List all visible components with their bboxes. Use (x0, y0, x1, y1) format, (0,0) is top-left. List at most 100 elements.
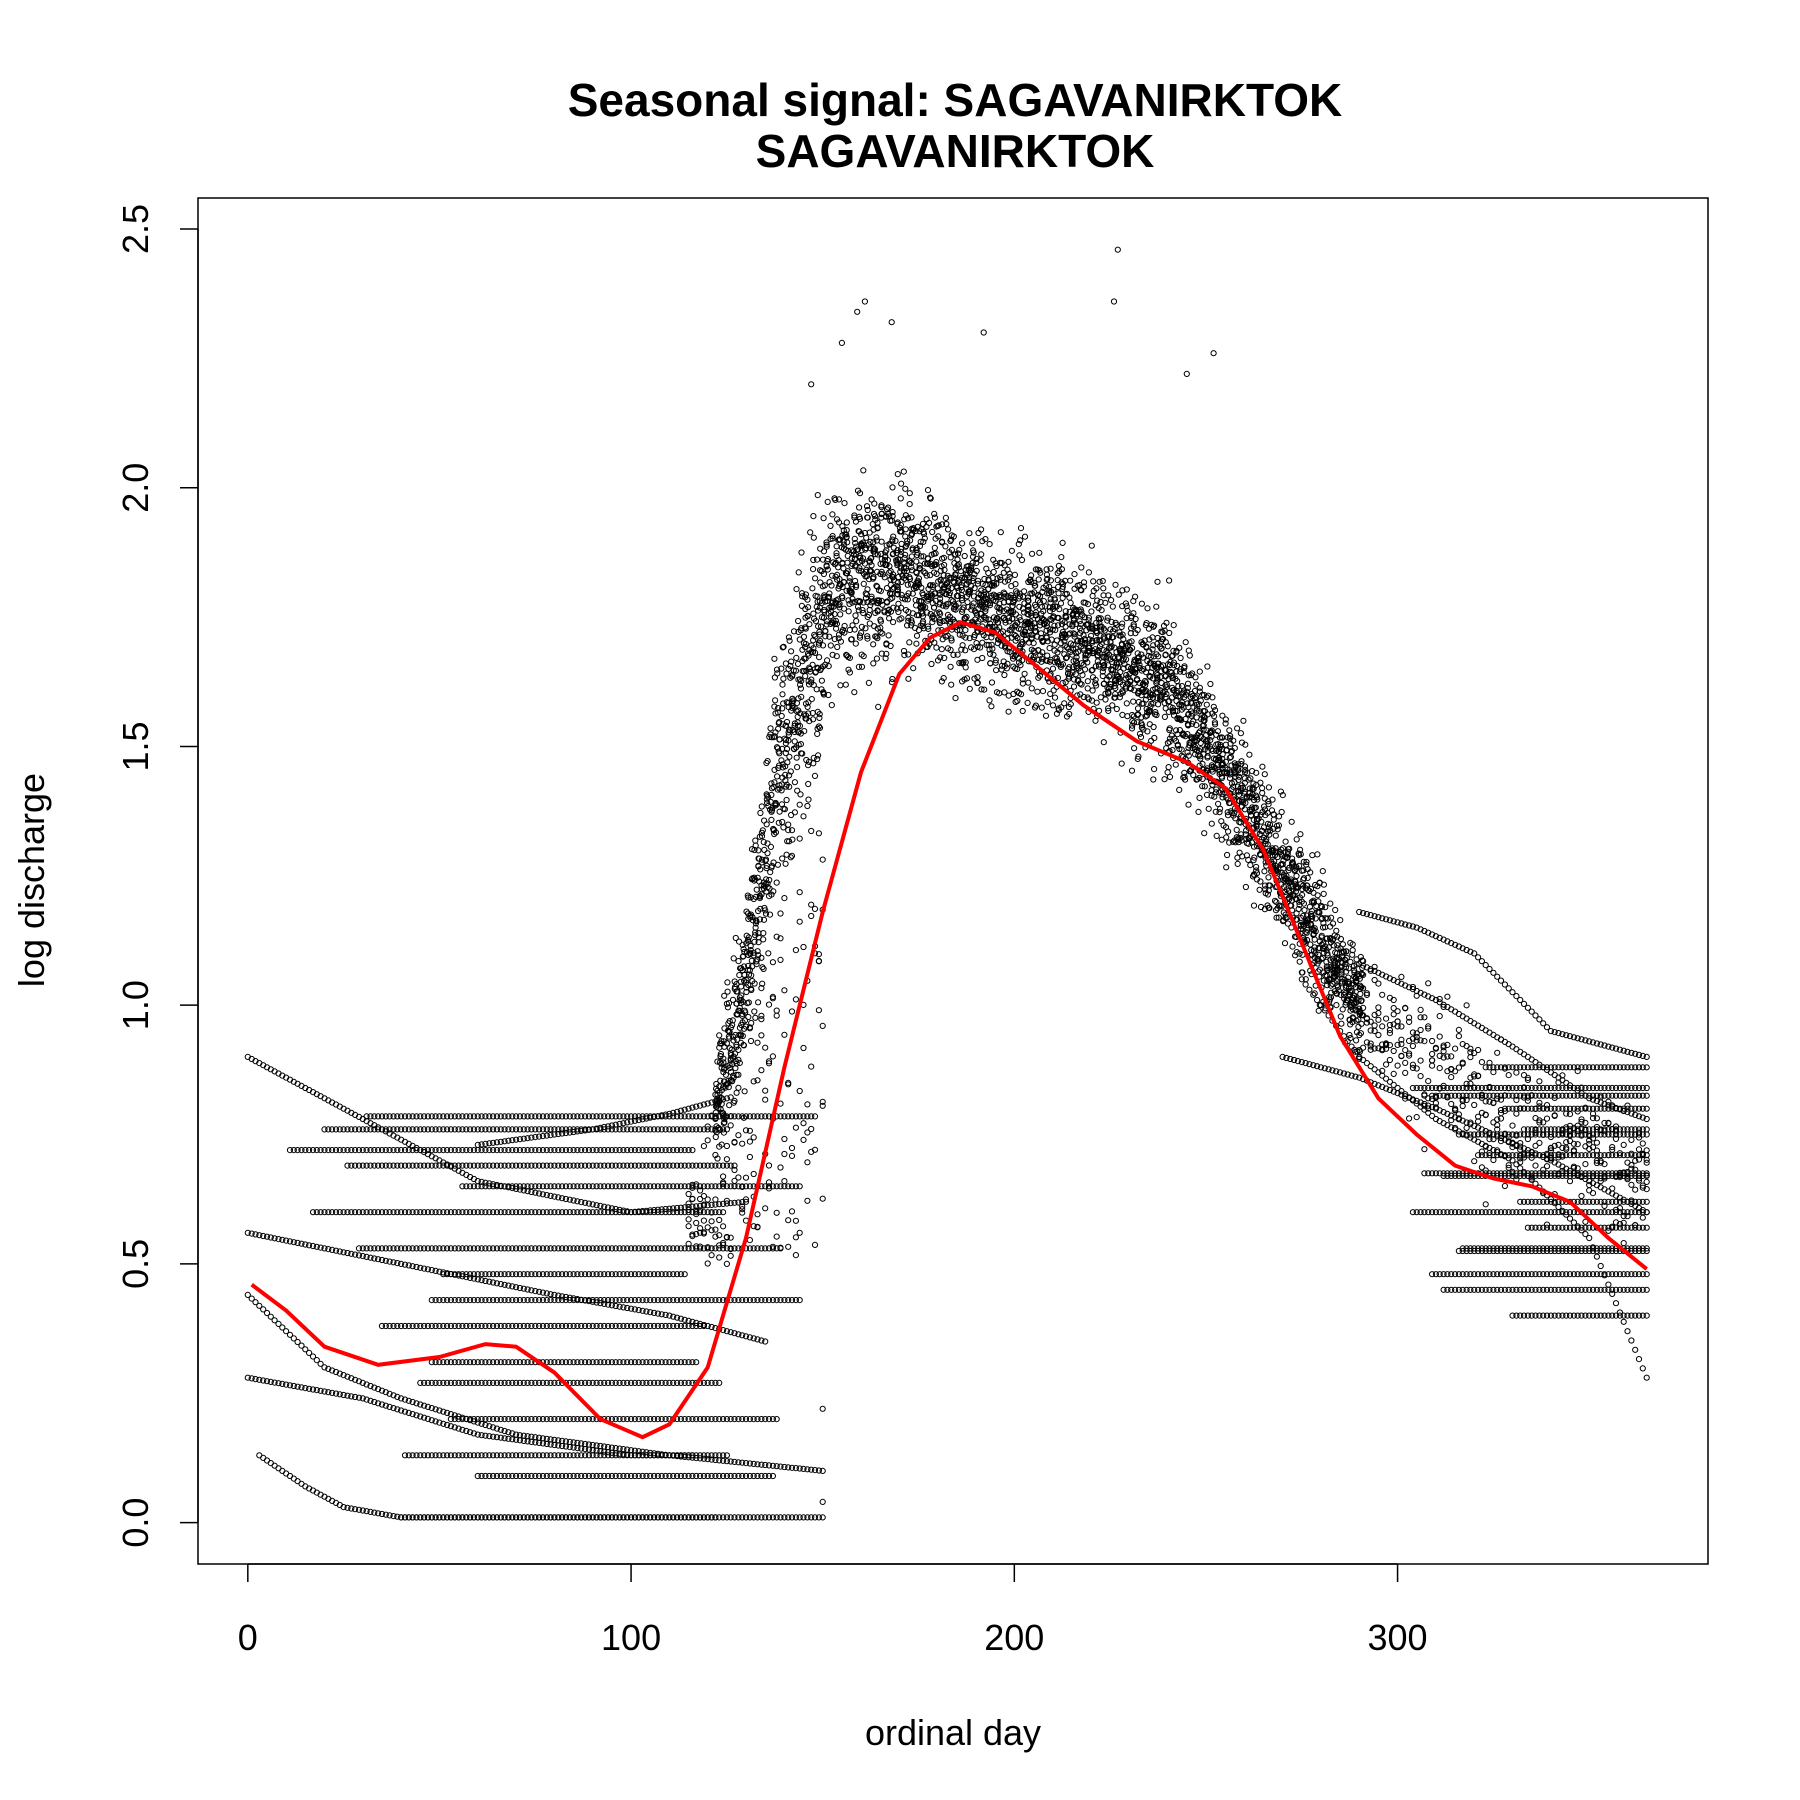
data-point (670, 1162, 677, 1169)
data-point (1563, 1312, 1570, 1319)
data-point (447, 1452, 454, 1459)
data-point (677, 1183, 685, 1190)
data-point (871, 500, 878, 507)
data-point (459, 1162, 466, 1169)
data-point (352, 1209, 359, 1216)
data-point (658, 1472, 665, 1480)
data-point (1632, 1209, 1639, 1216)
data-point (501, 1271, 508, 1278)
data-point (589, 1298, 596, 1305)
data-point (620, 1514, 627, 1521)
data-point (1632, 1064, 1639, 1071)
data-point (543, 1126, 550, 1133)
data-point (1452, 1209, 1459, 1216)
data-point (329, 1126, 336, 1133)
data-point (643, 1322, 650, 1330)
data-point (474, 1379, 481, 1387)
data-point (417, 1379, 424, 1387)
data-point (597, 1202, 604, 1210)
data-point (762, 1113, 769, 1120)
data-point (829, 572, 836, 579)
data-point (1429, 1170, 1436, 1177)
data-point (666, 1209, 673, 1216)
data-point (1543, 1064, 1551, 1071)
data-point (697, 1416, 704, 1423)
data-point (286, 1147, 294, 1154)
data-point (651, 1147, 658, 1154)
data-point (309, 1353, 317, 1360)
data-point (344, 1504, 351, 1511)
data-point (712, 1183, 719, 1190)
data-point (585, 1209, 593, 1216)
data-point (753, 886, 760, 893)
data-point (428, 1113, 435, 1120)
data-point (432, 1359, 439, 1366)
data-point (578, 1209, 585, 1216)
data-point (723, 1472, 731, 1480)
data-point (348, 1375, 355, 1382)
data-point (1593, 1126, 1601, 1133)
data-point (497, 1245, 504, 1252)
data-point (1467, 1286, 1474, 1293)
data-point (467, 1379, 474, 1387)
data-point (451, 1452, 458, 1459)
data-point (539, 1271, 547, 1278)
data-point (559, 1195, 566, 1202)
data-point (505, 1184, 512, 1191)
data-point (739, 1472, 746, 1480)
data-point (470, 1452, 477, 1459)
data-point (643, 1416, 650, 1423)
data-point (447, 1113, 454, 1120)
data-point (1532, 1198, 1539, 1205)
data-point (256, 1232, 263, 1239)
data-point (482, 1514, 489, 1521)
data-point (608, 1162, 616, 1169)
data-point (455, 1126, 462, 1133)
data-point (302, 1147, 309, 1154)
data-point (1605, 1312, 1612, 1319)
data-point (555, 1379, 562, 1387)
data-point (808, 696, 815, 703)
data-point (735, 1416, 742, 1423)
data-point (693, 1297, 700, 1304)
data-point (543, 1192, 550, 1199)
data-point (798, 602, 806, 610)
data-point (651, 1162, 658, 1169)
data-point (723, 1452, 731, 1459)
data-point (913, 632, 921, 639)
data-point (505, 1162, 512, 1169)
data-point (470, 1245, 477, 1252)
data-point (815, 1467, 823, 1474)
data-point (421, 1322, 428, 1330)
data-point (555, 1322, 562, 1330)
data-point (601, 1203, 608, 1210)
data-point (574, 1452, 581, 1459)
data-point (624, 1126, 631, 1133)
data-point (394, 1126, 401, 1133)
data-point (551, 1193, 558, 1200)
data-point (1432, 1209, 1440, 1216)
data-point (444, 1245, 451, 1252)
data-point (520, 1297, 527, 1304)
data-point (509, 1245, 516, 1252)
data-point (677, 1271, 685, 1278)
data-point (681, 1316, 688, 1323)
data-point (651, 1416, 658, 1423)
data-point (605, 1271, 612, 1278)
data-point (593, 1359, 600, 1366)
data-point (1440, 1286, 1447, 1293)
data-point (1543, 1312, 1551, 1319)
data-point (681, 1162, 688, 1169)
data-point (470, 1379, 477, 1387)
data-point (306, 1147, 313, 1154)
data-point (509, 1322, 516, 1330)
data-point (605, 1245, 612, 1252)
data-point (474, 1452, 481, 1459)
data-point (267, 1234, 274, 1241)
data-point (620, 1322, 627, 1330)
data-point (582, 1162, 589, 1169)
data-point (470, 1322, 477, 1330)
data-point (559, 1162, 566, 1169)
data-point (745, 1013, 752, 1021)
data-point (845, 608, 852, 615)
